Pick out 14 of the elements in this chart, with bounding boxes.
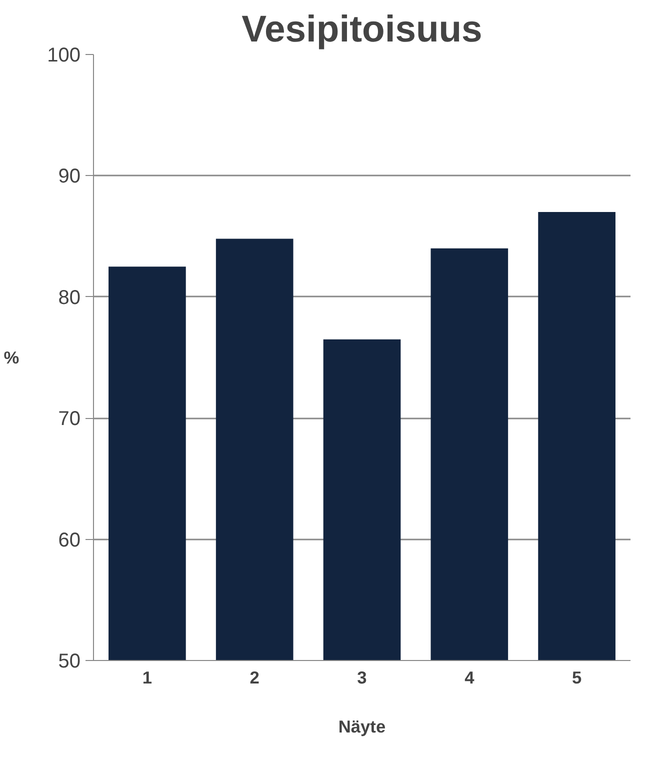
y-tick-label: 100 [47,44,81,66]
x-tick-label: 2 [250,668,260,688]
x-tick-label: 4 [464,668,475,688]
x-axis-title: Näyte [338,716,386,736]
x-tick-label: 5 [572,668,582,688]
y-tick-label: 70 [58,408,81,430]
y-tick-label: 90 [58,166,81,188]
y-tick-label: 60 [58,529,81,552]
y-tick-label: 50 [58,650,81,672]
y-axis-title: % [4,348,20,368]
x-tick-label: 3 [357,668,368,688]
y-tick-label: 80 [58,286,81,309]
x-tick-label: 1 [142,668,152,688]
chart-title: Vesipitoisuus [242,8,482,50]
